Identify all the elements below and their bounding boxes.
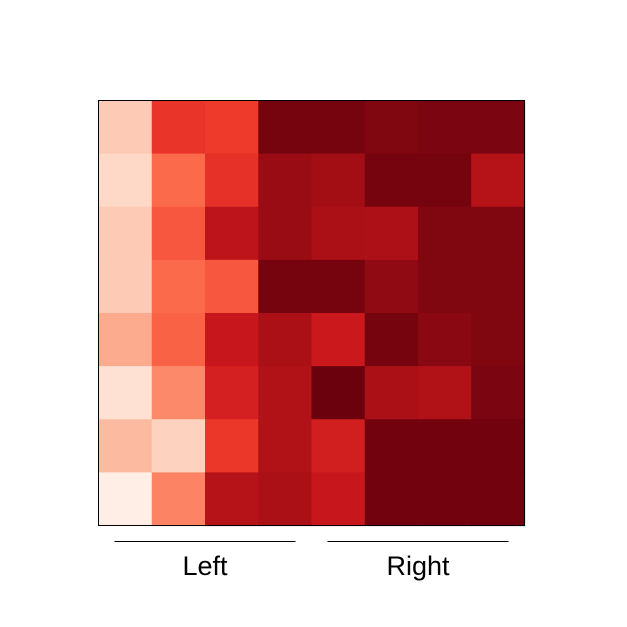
heatmap-cells bbox=[98, 100, 526, 527]
heatmap-cell-r5-c3 bbox=[258, 366, 313, 420]
heatmap-cell-r4-c0 bbox=[98, 313, 153, 367]
heatmap-cell-r0-c5 bbox=[364, 100, 419, 155]
heatmap-cell-r7-c7 bbox=[471, 472, 526, 527]
heatmap-cell-r6-c1 bbox=[151, 419, 206, 473]
heatmap-cell-r3-c3 bbox=[258, 259, 313, 314]
heatmap-cell-r2-c1 bbox=[151, 206, 206, 261]
heatmap-cell-r4-c6 bbox=[418, 313, 472, 367]
heatmap-cell-r7-c3 bbox=[258, 472, 313, 527]
group-label-1: Right bbox=[386, 551, 450, 581]
heatmap-cell-r4-c7 bbox=[471, 313, 526, 367]
heatmap-cell-r4-c2 bbox=[205, 313, 259, 367]
heatmap-cell-r3-c5 bbox=[364, 259, 419, 314]
heatmap-cell-r1-c6 bbox=[418, 153, 472, 208]
heatmap-cell-r1-c4 bbox=[311, 153, 366, 208]
heatmap-cell-r2-c5 bbox=[364, 206, 419, 261]
heatmap-cell-r2-c2 bbox=[205, 206, 259, 261]
heatmap-cell-r2-c7 bbox=[471, 206, 526, 261]
heatmap-cell-r0-c1 bbox=[151, 100, 206, 155]
heatmap-cell-r5-c7 bbox=[471, 366, 526, 420]
heatmap-cell-r0-c4 bbox=[311, 100, 366, 155]
heatmap-cell-r6-c5 bbox=[364, 419, 419, 473]
heatmap-cell-r0-c3 bbox=[258, 100, 313, 155]
heatmap-cell-r4-c1 bbox=[151, 313, 206, 367]
heatmap-cell-r0-c2 bbox=[205, 100, 259, 155]
heatmap-cell-r2-c4 bbox=[311, 206, 366, 261]
heatmap-cell-r6-c0 bbox=[98, 419, 153, 473]
heatmap-cell-r3-c1 bbox=[151, 259, 206, 314]
heatmap-cell-r1-c3 bbox=[258, 153, 313, 208]
heatmap-cell-r3-c7 bbox=[471, 259, 526, 314]
heatmap-cell-r6-c2 bbox=[205, 419, 259, 473]
heatmap-cell-r1-c2 bbox=[205, 153, 259, 208]
heatmap-cell-r5-c0 bbox=[98, 366, 153, 420]
heatmap-cell-r7-c4 bbox=[311, 472, 366, 527]
heatmap-cell-r4-c3 bbox=[258, 313, 313, 367]
heatmap-cell-r1-c0 bbox=[98, 153, 153, 208]
heatmap-cell-r1-c7 bbox=[471, 153, 526, 208]
heatmap-cell-r4-c4 bbox=[311, 313, 366, 367]
group-label-0: Left bbox=[182, 551, 228, 581]
heatmap-cell-r0-c0 bbox=[98, 100, 153, 155]
heatmap-cell-r5-c1 bbox=[151, 366, 206, 420]
heatmap-cell-r7-c1 bbox=[151, 472, 206, 527]
heatmap-cell-r5-c6 bbox=[418, 366, 472, 420]
heatmap-cell-r4-c5 bbox=[364, 313, 419, 367]
heatmap-cell-r0-c6 bbox=[418, 100, 472, 155]
heatmap-cell-r2-c6 bbox=[418, 206, 472, 261]
heatmap-cell-r1-c5 bbox=[364, 153, 419, 208]
heatmap-cell-r6-c7 bbox=[471, 419, 526, 473]
heatmap-cell-r3-c2 bbox=[205, 259, 259, 314]
heatmap-cell-r7-c2 bbox=[205, 472, 259, 527]
heatmap-cell-r7-c6 bbox=[418, 472, 472, 527]
heatmap-cell-r3-c0 bbox=[98, 259, 153, 314]
heatmap-cell-r5-c2 bbox=[205, 366, 259, 420]
column-groups: Left Right bbox=[114, 541, 509, 581]
heatmap-cell-r5-c4 bbox=[311, 366, 366, 420]
heatmap-cell-r2-c0 bbox=[98, 206, 153, 261]
heatmap-cell-r2-c3 bbox=[258, 206, 313, 261]
heatmap-cell-r3-c6 bbox=[418, 259, 472, 314]
heatmap-cell-r6-c4 bbox=[311, 419, 366, 473]
heatmap-cell-r6-c3 bbox=[258, 419, 313, 473]
heatmap-cell-r7-c0 bbox=[98, 472, 153, 527]
heatmap-cell-r0-c7 bbox=[471, 100, 526, 155]
heatmap-cell-r3-c4 bbox=[311, 259, 366, 314]
heatmap-cell-r6-c6 bbox=[418, 419, 472, 473]
plot-frame bbox=[98, 100, 525, 526]
heatmap-cell-r7-c5 bbox=[364, 472, 419, 527]
heatmap-cell-r5-c5 bbox=[364, 366, 419, 420]
heatmap-cell-r1-c1 bbox=[151, 153, 206, 208]
